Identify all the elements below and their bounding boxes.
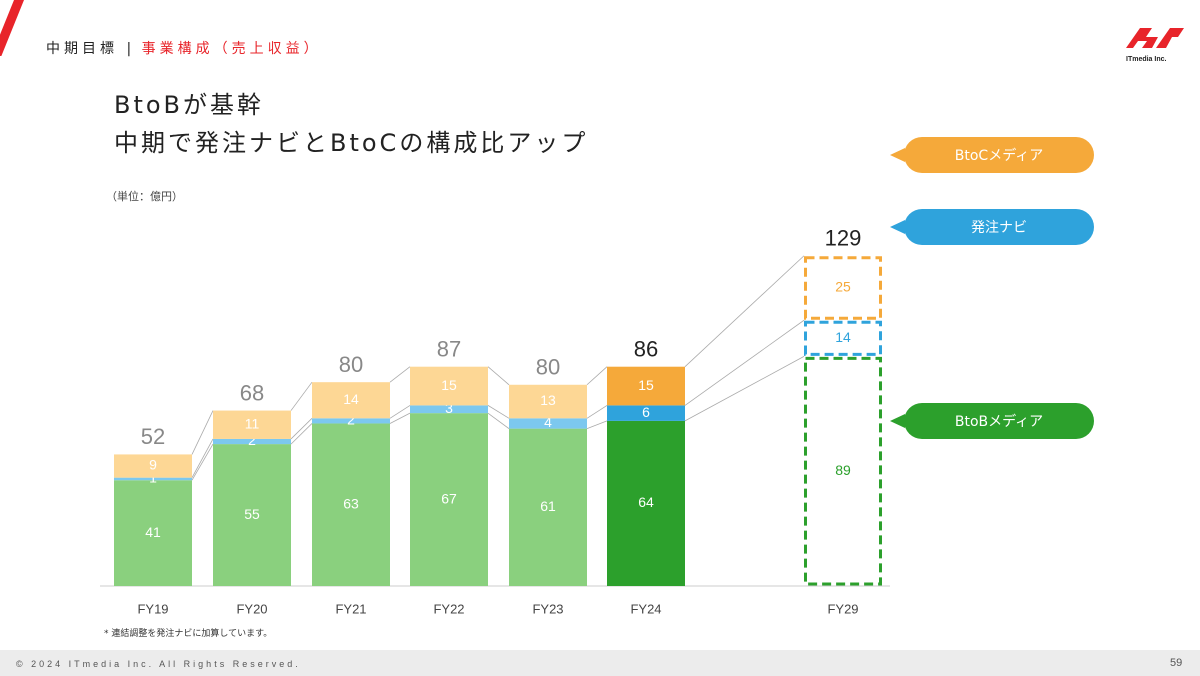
connector-line xyxy=(586,405,608,419)
bar-value-label: 67 xyxy=(441,490,457,506)
x-tick-label: FY21 xyxy=(335,601,366,616)
unit-label: （単位：億円） xyxy=(106,190,183,203)
bar-value-label: 25 xyxy=(835,279,851,295)
bar-segment xyxy=(114,477,192,481)
connector-line xyxy=(487,405,510,419)
bar-value-label: 2 xyxy=(347,412,355,428)
bar-total-label: 86 xyxy=(634,337,658,362)
bar-value-label: 15 xyxy=(441,377,457,393)
bar-total-label: 87 xyxy=(437,337,461,362)
header-separator: | xyxy=(126,41,134,57)
x-tick-label: FY19 xyxy=(137,601,168,616)
x-tick-label: FY23 xyxy=(532,601,563,616)
connector-line xyxy=(389,412,411,424)
bar-value-label: 6 xyxy=(642,404,650,420)
bar-segment xyxy=(607,366,685,406)
bar-segment xyxy=(410,413,488,586)
bar-segment xyxy=(410,405,488,414)
footnote: * 連結調整を発注ナビに加算しています。 xyxy=(104,629,273,639)
bar-segment xyxy=(312,418,390,424)
callout-label: 発注ナビ xyxy=(971,220,1027,236)
bar-value-label: 64 xyxy=(638,494,654,510)
footer-bar xyxy=(0,650,1200,676)
connector-line xyxy=(290,418,313,440)
bar-value-label: 9 xyxy=(149,457,157,473)
bar-segment xyxy=(114,480,192,586)
bar-total-label: 68 xyxy=(240,380,264,405)
bar-segment xyxy=(114,454,192,478)
bar-total-label: 80 xyxy=(536,355,560,380)
bar-value-label: 4 xyxy=(544,414,552,430)
bar-segment xyxy=(410,366,488,406)
bar-value-label: 3 xyxy=(445,400,453,416)
bar-value-label: 11 xyxy=(245,415,260,431)
x-tick-label: FY22 xyxy=(433,601,464,616)
connector-line xyxy=(290,423,313,445)
bar-value-label: 55 xyxy=(244,506,260,522)
logo-text: ITmedia Inc. xyxy=(1126,56,1167,63)
bar-segment xyxy=(509,428,587,586)
connector-line xyxy=(290,381,313,411)
bar-total-label: 80 xyxy=(339,352,363,377)
bar-segment xyxy=(213,444,291,586)
bar-segment xyxy=(607,405,685,421)
page-header: 中期目標 | 事業構成（売上収益） xyxy=(46,38,322,58)
callout-hatchu-navi: 発注ナビ xyxy=(890,209,1094,245)
bar-total-label: 52 xyxy=(141,424,165,449)
bar-value-label: 2 xyxy=(248,432,256,448)
bar-segment xyxy=(312,382,390,419)
connector-line xyxy=(389,366,411,383)
bar-segment xyxy=(213,438,291,445)
slide-title: BtoBが基幹 中期で発注ナビとBtoCの構成比アップ xyxy=(114,86,588,162)
target-segment xyxy=(804,356,882,586)
connector-line xyxy=(586,420,608,429)
title-line-1: BtoBが基幹 xyxy=(114,91,265,119)
header-subsection: 事業構成（売上収益） xyxy=(141,41,322,57)
callout-btoc-media: BtoCメディア xyxy=(890,137,1094,173)
connector-line xyxy=(389,405,411,419)
connector-line xyxy=(684,319,805,406)
connector-line xyxy=(684,356,805,422)
title-line-2: 中期で発注ナビとBtoCの構成比アップ xyxy=(114,129,589,157)
connector-line xyxy=(684,255,805,367)
bar-segment xyxy=(312,423,390,586)
page-number: 59 xyxy=(1170,657,1183,669)
copyright: © 2024 ITmedia Inc. All Rights Reserved. xyxy=(16,659,301,669)
bar-value-label: 14 xyxy=(835,329,851,345)
bar-value-label: 63 xyxy=(343,495,359,511)
connector-line xyxy=(191,438,214,478)
bar-value-label: 89 xyxy=(835,462,851,478)
itmedia-logo-icon xyxy=(1126,28,1184,48)
connector-line xyxy=(191,443,214,481)
bar-value-label: 15 xyxy=(638,377,654,393)
bar-value-label: 13 xyxy=(540,392,556,408)
bar-value-label: 41 xyxy=(145,524,161,540)
x-tick-label: FY20 xyxy=(236,601,267,616)
target-segment xyxy=(804,320,882,356)
bar-segment xyxy=(607,420,685,586)
callout-label: BtoCメディア xyxy=(954,148,1044,164)
bar-value-label: 61 xyxy=(540,498,556,514)
connector-line xyxy=(586,366,608,386)
callout-btob-media: BtoBメディア xyxy=(890,403,1094,439)
connector-line xyxy=(487,412,510,429)
connector-line xyxy=(191,410,214,455)
bar-segment xyxy=(213,410,291,439)
callout-label: BtoBメディア xyxy=(954,414,1044,430)
connector-line xyxy=(487,366,510,386)
target-segment xyxy=(804,256,882,320)
bar-segment xyxy=(509,384,587,419)
bar-total-label: 129 xyxy=(825,226,862,251)
x-tick-label: FY29 xyxy=(827,601,858,616)
bar-value-label: 14 xyxy=(343,391,359,407)
x-tick-label: FY24 xyxy=(630,601,661,616)
header-section: 中期目標 xyxy=(46,41,118,57)
bar-segment xyxy=(509,418,587,429)
